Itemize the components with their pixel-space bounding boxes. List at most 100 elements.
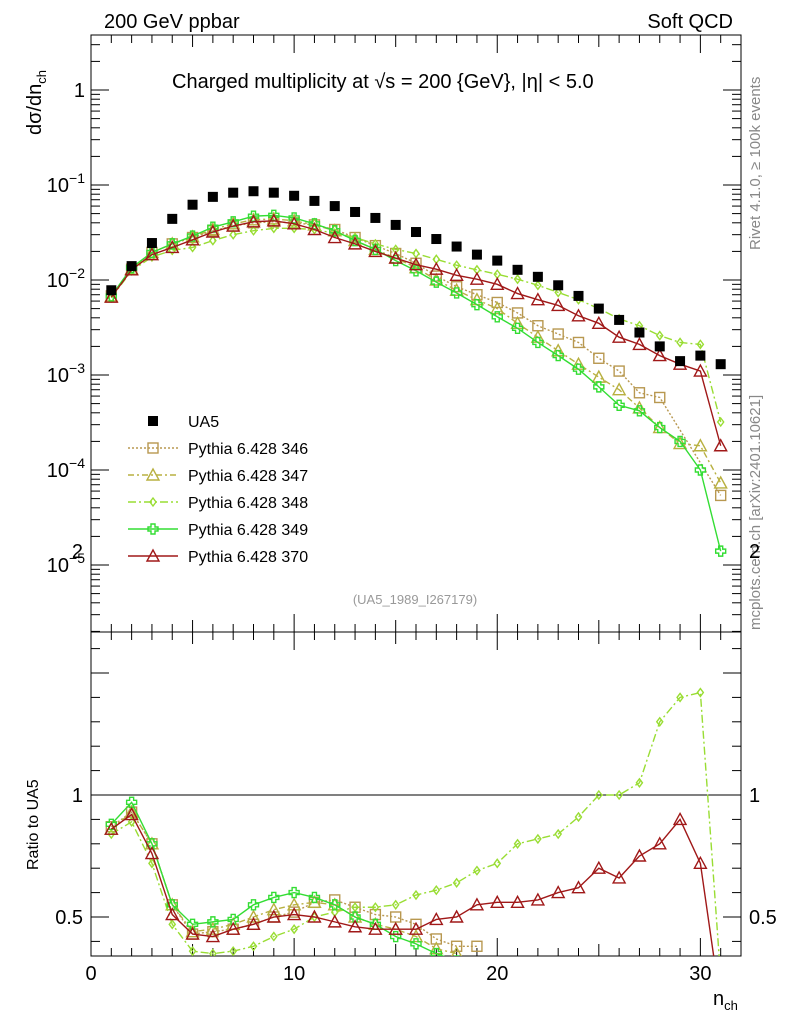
data-point <box>370 212 381 223</box>
series-point-5 <box>104 289 119 303</box>
series-point-5 <box>307 222 322 236</box>
x-axis-label-sub: ch <box>724 998 738 1013</box>
ratio-point-2 <box>451 946 463 956</box>
legend-marker-1 <box>147 442 159 454</box>
ratio-point-3 <box>718 974 724 982</box>
ratio-point-5 <box>591 860 606 874</box>
ratio-point-5 <box>693 855 708 870</box>
data-point <box>268 187 279 198</box>
data-point <box>471 249 482 260</box>
y-axis-label-main: dσ/dn <box>24 84 46 135</box>
series-point-5 <box>449 267 464 282</box>
series-point-1 <box>572 336 585 349</box>
x-axis-label-main: n <box>713 988 724 1010</box>
series-point-2 <box>713 475 728 489</box>
ratio-point-4 <box>430 947 443 956</box>
ratio-point-2 <box>246 909 261 923</box>
series-point-4 <box>694 464 707 476</box>
legend-label-1: Pythia 6.428 346 <box>188 441 308 458</box>
ratio-point-3 <box>249 941 258 952</box>
x-tick-label: 20 <box>486 963 508 985</box>
series-point-5 <box>388 250 403 264</box>
data-point <box>146 238 157 249</box>
ratio-point-3 <box>452 877 461 889</box>
y-tick-label-base: 10 <box>47 460 69 482</box>
ratio-point-4 <box>675 1000 685 1010</box>
ratio-point-3 <box>229 945 238 956</box>
ratio-point-3 <box>107 828 116 840</box>
ratio-point-3 <box>412 889 420 901</box>
ratio-point-4 <box>574 993 584 1003</box>
series-point-2 <box>246 212 261 226</box>
ratio-point-3 <box>594 789 603 801</box>
legend-marker-3 <box>149 496 157 508</box>
ratio-point-4 <box>268 891 280 904</box>
ratio-point-4 <box>410 938 422 950</box>
ratio-point-3 <box>432 884 441 896</box>
ratio-point-3 <box>635 777 644 788</box>
series-point-5 <box>347 236 363 250</box>
series-point-4 <box>207 221 219 233</box>
ratio-y-axis-label: Ratio to UA5 <box>25 779 42 870</box>
series-point-5 <box>469 271 485 285</box>
ratio-point-4 <box>655 1000 665 1010</box>
series-point-4 <box>268 209 280 221</box>
series-point-3 <box>655 330 664 341</box>
series-point-4 <box>613 399 625 411</box>
series-point-1 <box>491 296 503 309</box>
ratio-point-3 <box>615 789 623 801</box>
series-point-2 <box>449 282 464 296</box>
series-point-4 <box>308 218 321 230</box>
series-point-5 <box>611 329 627 343</box>
series-point-4 <box>227 216 239 228</box>
x-tick-label: 30 <box>689 963 711 985</box>
ratio-point-3 <box>473 865 481 876</box>
analysis-tag: (UA5_1989_I267179) <box>353 592 477 607</box>
legend-label-3: Pythia 6.428 348 <box>188 495 308 512</box>
ratio-point-5 <box>388 921 403 935</box>
ratio-point-3 <box>209 948 217 956</box>
data-point <box>126 261 137 272</box>
data-point <box>451 241 462 252</box>
series-point-3 <box>676 337 684 348</box>
series-point-3 <box>269 223 278 234</box>
ratio-point-4 <box>125 796 138 809</box>
ratio-point-4 <box>349 911 361 923</box>
series-line-5 <box>110 220 722 446</box>
x-tick-label: 10 <box>283 963 305 985</box>
data-point <box>207 191 218 202</box>
ratio-point-3 <box>188 945 197 956</box>
series-point-5 <box>205 224 221 238</box>
ratio-point-5 <box>347 919 363 933</box>
series-point-5 <box>286 216 302 230</box>
data-point <box>329 201 340 212</box>
ratio-point-4 <box>472 961 482 971</box>
title-s: s <box>385 71 395 93</box>
ratio-point-4 <box>695 1019 705 1024</box>
series-point-4 <box>186 230 199 242</box>
y-tick-label: 10−1 <box>47 170 85 197</box>
y-tick-label: 10−4 <box>47 455 85 482</box>
ratio-point-3 <box>269 931 278 942</box>
ratio-point-5 <box>652 836 667 850</box>
series-point-4 <box>572 363 585 375</box>
series-point-4 <box>146 246 158 259</box>
series-point-5 <box>226 218 241 232</box>
rivet-label: Rivet 4.1.0, ≥ 100k events <box>747 77 764 250</box>
ratio-point-5 <box>368 921 383 935</box>
series-point-3 <box>513 274 522 285</box>
ratio-point-4 <box>146 838 158 850</box>
series-point-4 <box>166 238 178 250</box>
ratio-point-5 <box>246 916 261 931</box>
data-point <box>411 227 421 238</box>
ratio-axes: 0 10 20 30 0.5 0.5 1 1 2 2 <box>55 541 777 985</box>
ratio-panel-frame <box>90 631 742 957</box>
y-tick-label-exp: −3 <box>69 360 85 376</box>
ratio-point-1 <box>471 940 483 952</box>
title-main: Charged multiplicity at <box>172 71 374 93</box>
ratio-point-3 <box>676 692 684 703</box>
data-point <box>309 195 320 206</box>
y-tick-label-base: 1 <box>74 80 85 102</box>
ratio-point-4 <box>553 990 563 1000</box>
series-point-2 <box>185 229 200 243</box>
